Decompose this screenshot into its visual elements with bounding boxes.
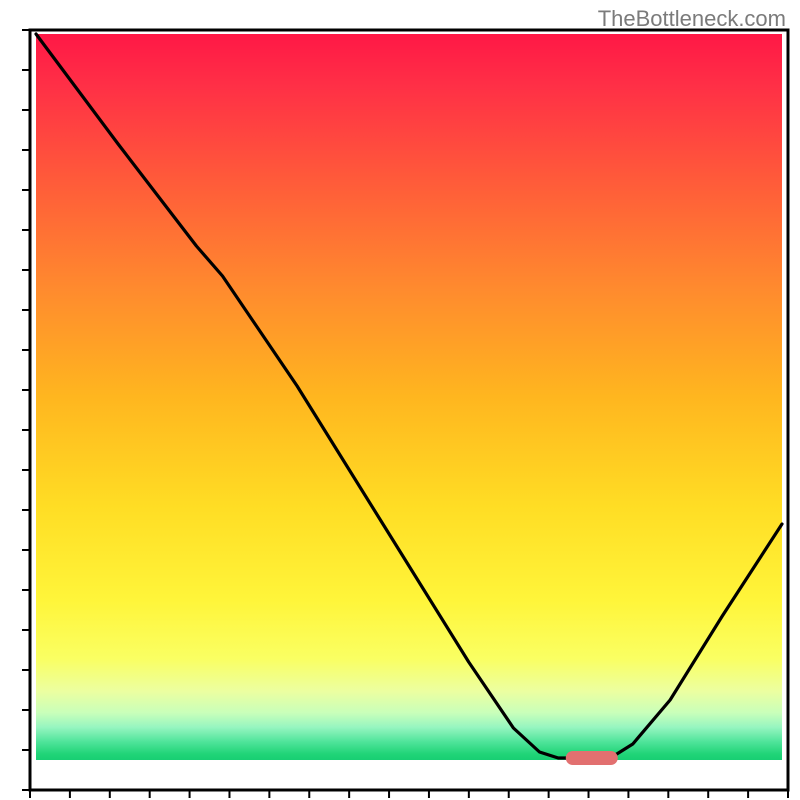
optimal-marker — [566, 751, 618, 765]
attribution-text: TheBottleneck.com — [598, 6, 786, 32]
gradient-panel — [36, 34, 782, 760]
bottleneck-chart — [0, 0, 800, 800]
chart-container: { "attribution": { "text": "TheBottlenec… — [0, 0, 800, 800]
